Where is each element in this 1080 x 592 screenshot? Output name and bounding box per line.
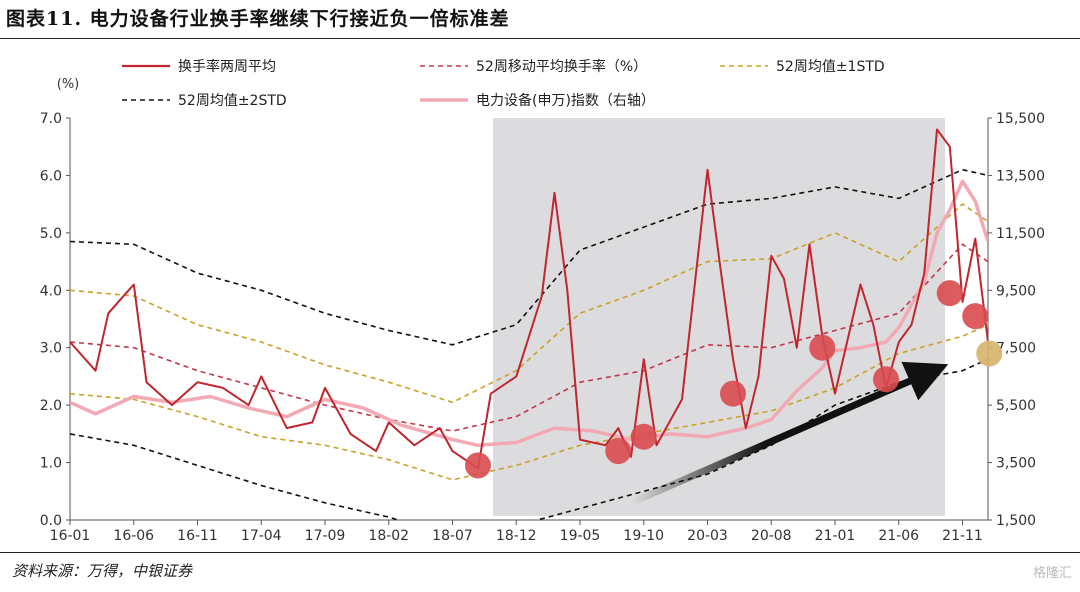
x-tick-label: 21-06 (878, 528, 919, 544)
y-tick-label: 1.0 (40, 456, 62, 472)
y-tick-label: 2.0 (40, 398, 62, 414)
y-tick-label: 0.0 (40, 513, 62, 529)
legend-label-std1: 52周均值±1STD (776, 59, 885, 75)
y2-tick-label: 9,500 (996, 283, 1036, 299)
y-tick-label: 4.0 (40, 283, 62, 299)
x-tick-label: 20-08 (751, 528, 792, 544)
ma52-line (70, 243, 988, 432)
y-tick-label: 3.0 (40, 341, 62, 357)
std1-lower-line (70, 323, 988, 481)
std1-upper-line (70, 203, 988, 404)
y2-tick-label: 5,500 (996, 398, 1036, 414)
x-tick-label: 16-01 (50, 528, 91, 544)
y2-tick-label: 13,500 (996, 168, 1045, 184)
y-tick-label: 5.0 (40, 226, 62, 242)
highlight-marker-gold (976, 340, 1003, 367)
std2-lower-line (70, 358, 988, 520)
x-tick-label: 16-06 (113, 528, 154, 544)
highlight-marker-red (465, 452, 491, 479)
turnover-line (70, 128, 988, 470)
legend-label-ma52: 52周移动平均换手率（%） (476, 58, 647, 75)
y2-tick-label: 1,500 (996, 513, 1036, 529)
legend-label-std2: 52周均值±2STD (178, 93, 287, 109)
std2-upper-line (70, 168, 988, 346)
legend-label-index: 电力设备(申万)指数（右轴） (476, 92, 655, 109)
x-tick-label: 17-09 (305, 528, 346, 544)
x-tick-label: 20-03 (687, 528, 728, 544)
y-tick-label: 7.0 (40, 111, 62, 127)
source-note: 资料来源：万得，中银证券 (12, 562, 193, 580)
highlight-marker-red (605, 438, 632, 465)
y2-tick-label: 7,500 (996, 341, 1036, 357)
highlight-marker-red (630, 423, 657, 450)
y-tick-label: 6.0 (40, 168, 62, 184)
highlight-marker-red (809, 334, 836, 361)
title-rule (0, 38, 1080, 39)
x-tick-label: 18-02 (368, 528, 409, 544)
x-tick-label: 17-04 (241, 528, 282, 544)
shaded-period (493, 118, 945, 516)
footer-rule (0, 552, 1080, 553)
x-tick-label: 18-12 (496, 528, 537, 544)
y2-tick-label: 11,500 (996, 226, 1045, 242)
x-tick-label: 18-07 (432, 528, 473, 544)
y2-tick-label: 3,500 (996, 456, 1036, 472)
chart-title: 图表11. 电力设备行业换手率继续下行接近负一倍标准差 (6, 8, 510, 30)
x-tick-label: 19-10 (623, 528, 664, 544)
x-tick-label: 21-11 (942, 528, 983, 544)
y2-tick-label: 15,500 (996, 111, 1045, 127)
x-tick-label: 16-11 (177, 528, 218, 544)
highlight-marker-red (962, 303, 989, 330)
highlight-marker-red (873, 366, 899, 393)
watermark-text: 格隆汇 (1032, 566, 1072, 581)
highlight-marker-red (936, 280, 963, 307)
x-tick-label: 21-01 (815, 528, 856, 544)
trend-arrow (629, 361, 949, 506)
x-tick-label: 19-05 (560, 528, 601, 544)
highlight-marker-red (720, 380, 746, 407)
legend-label-turnover: 换手率两周平均 (178, 58, 276, 75)
y-axis-unit-label: (%) (57, 77, 80, 92)
